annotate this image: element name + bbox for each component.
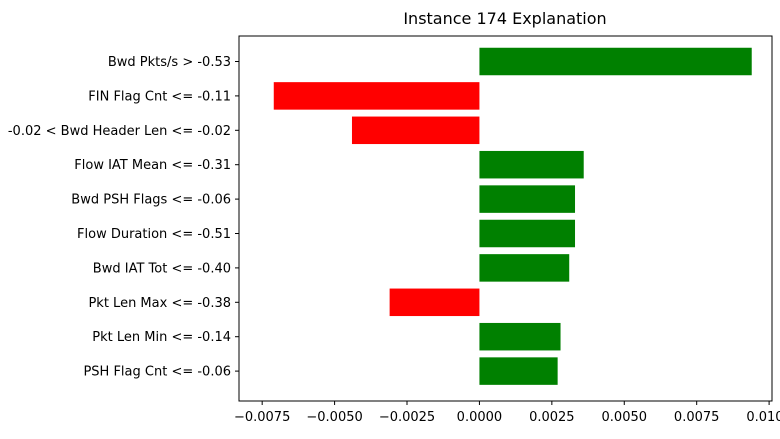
x-tick-label: 0.0000 [457,410,503,425]
x-tick-label: 0.0050 [602,410,648,425]
y-tick-label: PSH Flag Cnt <= -0.06 [83,365,231,380]
bars-group [273,47,752,385]
bar-2 [351,116,480,145]
bar-4 [479,185,576,213]
x-tick-label: 0.0025 [529,410,575,425]
bar-9 [479,357,558,385]
x-tick-label: 0.0100 [746,410,780,425]
chart-title: Instance 174 Explanation [403,9,606,28]
x-tick-label: 0.0075 [674,410,720,425]
plot-frame [238,35,773,402]
y-tick-label: -0.02 < Bwd Header Len <= -0.02 [8,124,231,139]
y-tick-label: Pkt Len Max <= -0.38 [88,296,231,311]
y-tick-label: Bwd PSH Flags <= -0.06 [71,193,231,208]
bar-3 [479,150,584,179]
y-tick-label: Flow IAT Mean <= -0.31 [74,158,231,173]
y-tick-label: Bwd Pkts/s > -0.53 [108,55,231,70]
bar-6 [479,254,570,282]
bar-5 [479,219,576,248]
x-axis-ticks: −0.0075 −0.0050 −0.0025 0.0000 0.0025 0.0050 0… [234,401,780,425]
y-axis-ticks: Bwd Pkts/s > -0.53 FIN Flag Cnt <= -0.11 -… [8,55,239,380]
x-tick-label: −0.0050 [306,410,362,425]
bar-8 [479,322,561,351]
y-tick-label: FIN Flag Cnt <= -0.11 [88,89,231,104]
bar-0 [479,47,752,76]
y-tick-label: Bwd IAT Tot <= -0.40 [93,261,231,276]
x-tick-label: −0.0075 [234,410,290,425]
x-tick-label: −0.0025 [379,410,435,425]
y-tick-label: Flow Duration <= -0.51 [77,227,231,242]
y-tick-label: Pkt Len Min <= -0.14 [92,330,231,345]
bar-1 [273,82,480,110]
bar-7 [389,288,480,317]
